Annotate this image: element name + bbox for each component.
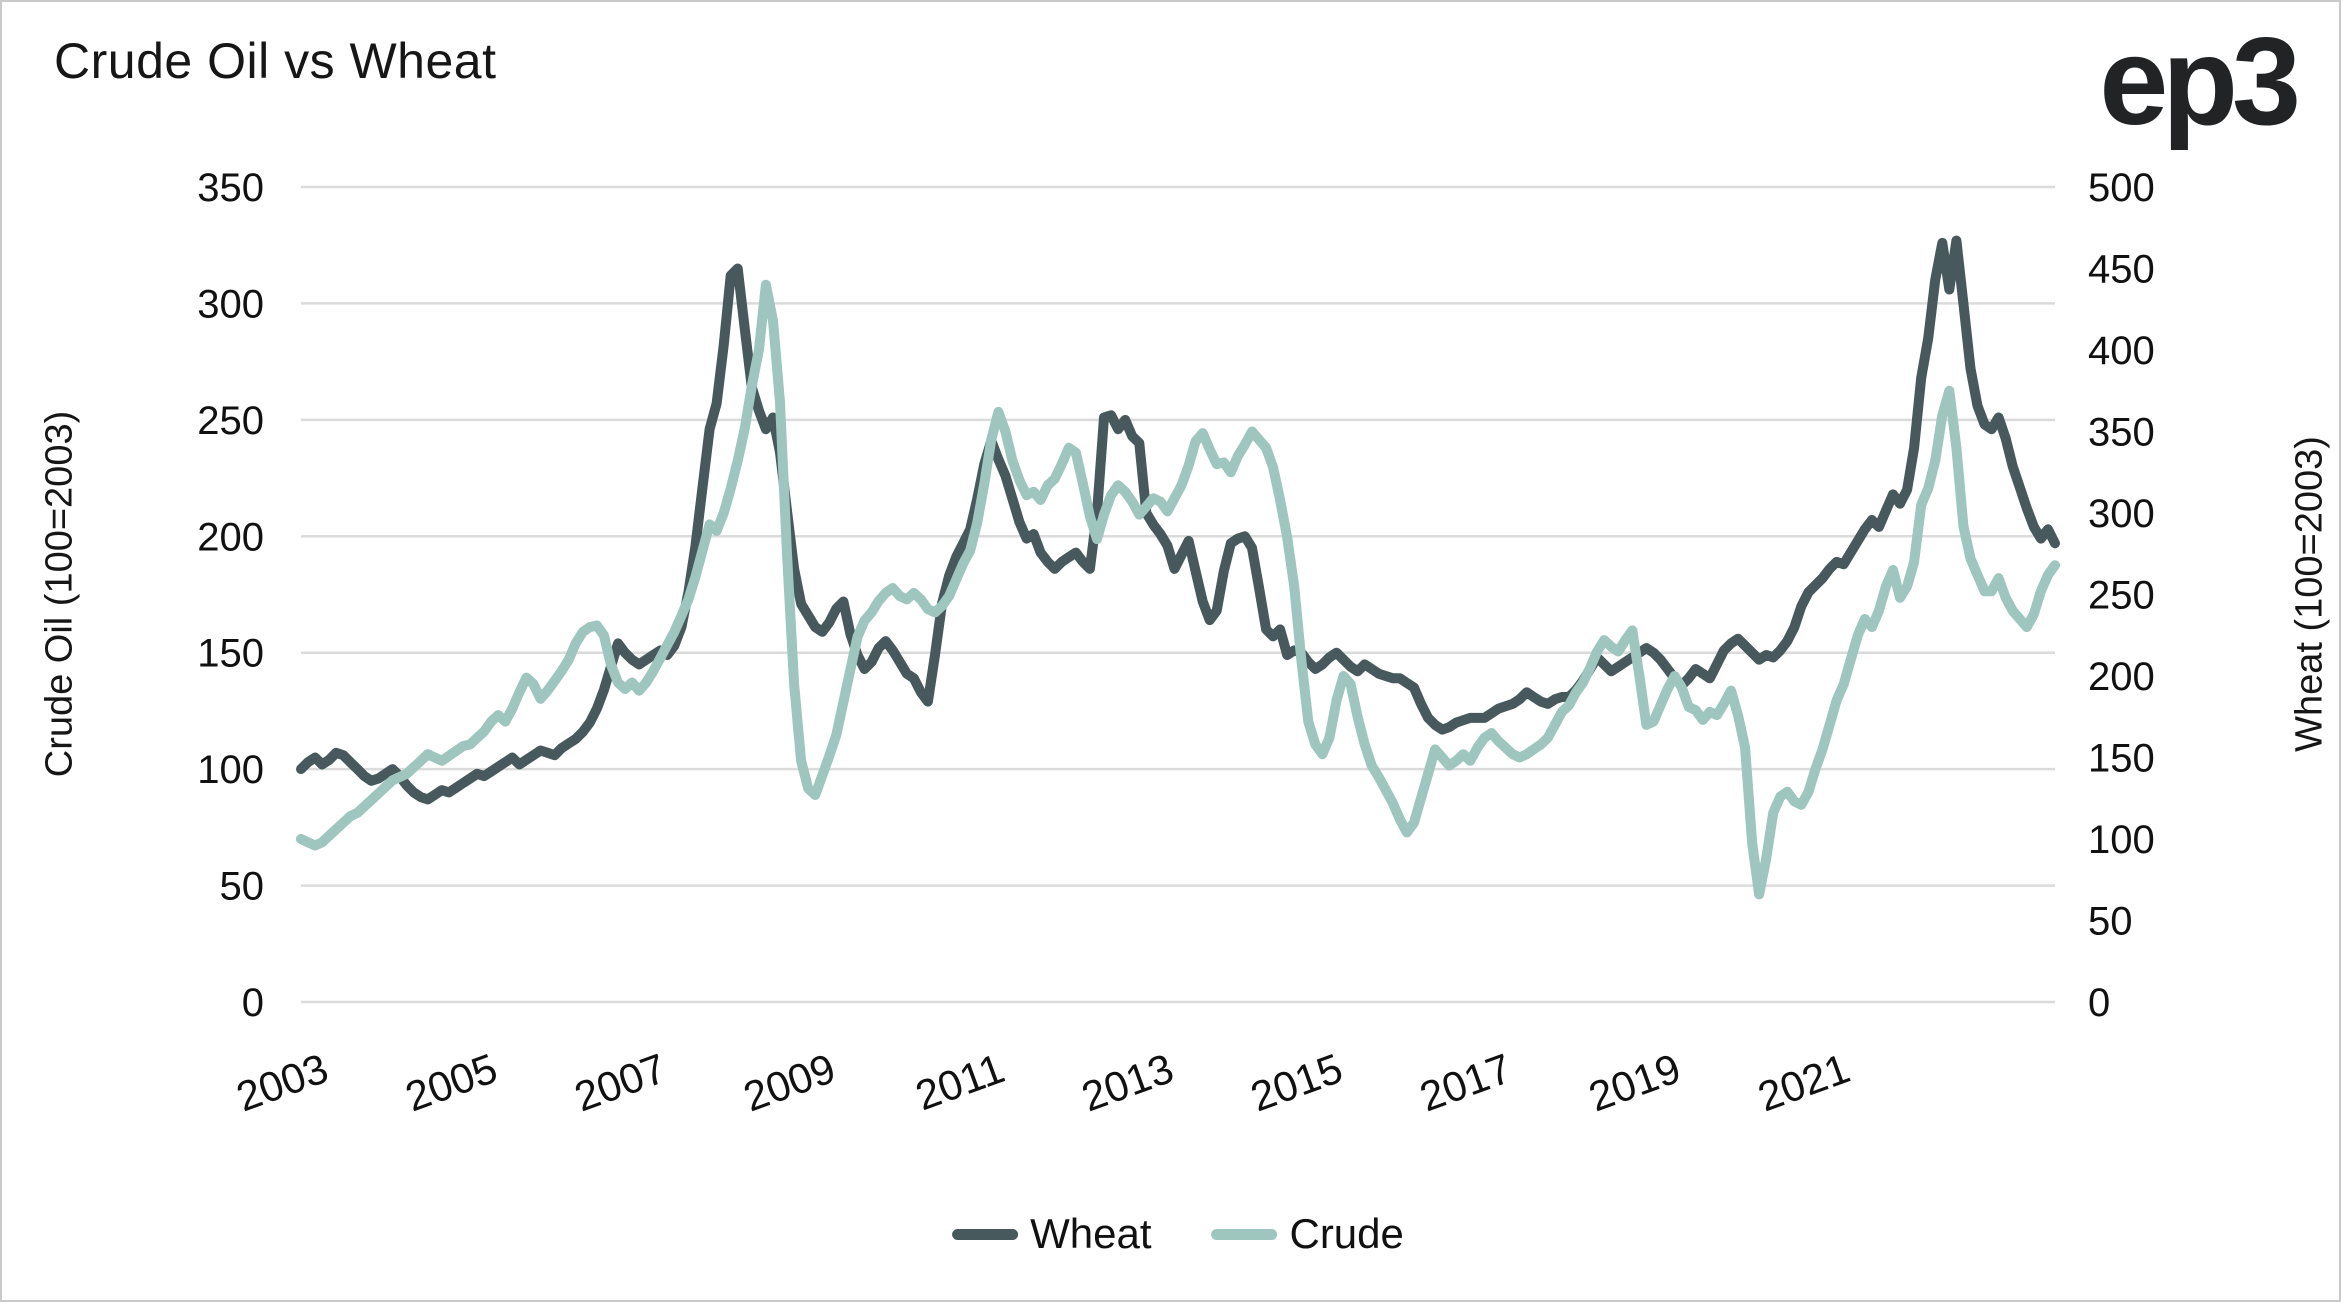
page-title: Crude Oil vs Wheat xyxy=(54,33,497,89)
x-axis-tick-label: 2019 xyxy=(1583,1044,1687,1120)
left-axis-tick-label: 50 xyxy=(220,865,265,909)
right-axis-tick-label: 400 xyxy=(2088,329,2155,373)
x-axis-tick-label: 2007 xyxy=(568,1044,672,1120)
left-axis-tick-label: 250 xyxy=(197,399,264,443)
series-line-crude xyxy=(296,279,2060,900)
right-axis-tick-label: 250 xyxy=(2088,574,2155,618)
series-line-wheat xyxy=(296,235,2060,805)
ep3-logo: ep3 xyxy=(2099,13,2301,151)
x-axis-tick-label: 2021 xyxy=(1752,1044,1856,1120)
left-axis-tick-label: 150 xyxy=(197,632,264,676)
legend-swatch-crude xyxy=(1211,1228,1278,1240)
right-axis-tick-label: 200 xyxy=(2088,655,2155,699)
x-axis-tick-label: 2005 xyxy=(399,1044,503,1120)
left-axis-title: Crude Oil (100=2003) xyxy=(38,410,81,778)
legend-label: Wheat xyxy=(1030,1210,1152,1257)
legend-swatch-wheat xyxy=(952,1228,1019,1240)
x-axis-tick-label: 2013 xyxy=(1076,1044,1180,1120)
x-axis-tick-label: 2003 xyxy=(230,1044,334,1120)
x-axis-tick-label: 2015 xyxy=(1245,1044,1349,1120)
legend-item-crude: Crude xyxy=(1211,1210,1404,1258)
x-axis-tick-label: 2009 xyxy=(737,1044,841,1120)
legend-label: Crude xyxy=(1289,1210,1404,1257)
x-axis-tick-label: 2017 xyxy=(1414,1044,1518,1120)
right-axis-tick-label: 150 xyxy=(2088,737,2155,781)
right-axis-tick-label: 0 xyxy=(2088,981,2110,1025)
left-axis-tick-label: 300 xyxy=(197,282,264,326)
right-axis-tick-label: 300 xyxy=(2088,492,2155,536)
left-axis-tick-label: 0 xyxy=(242,981,264,1025)
right-axis-tick-label: 350 xyxy=(2088,411,2155,455)
left-axis-tick-label: 100 xyxy=(197,748,264,792)
legend-item-wheat: Wheat xyxy=(952,1210,1151,1258)
left-axis-tick-label: 200 xyxy=(197,515,264,559)
right-axis-title: Wheat (100=2003) xyxy=(2288,436,2331,752)
right-axis-tick-label: 50 xyxy=(2088,900,2133,944)
right-axis-tick-label: 500 xyxy=(2088,166,2155,210)
right-axis-tick-label: 450 xyxy=(2088,248,2155,292)
x-axis-tick-label: 2011 xyxy=(909,1044,1010,1119)
right-axis-tick-label: 100 xyxy=(2088,818,2155,862)
legend: Wheat Crude xyxy=(952,1210,1404,1258)
left-axis-tick-label: 350 xyxy=(197,166,264,210)
